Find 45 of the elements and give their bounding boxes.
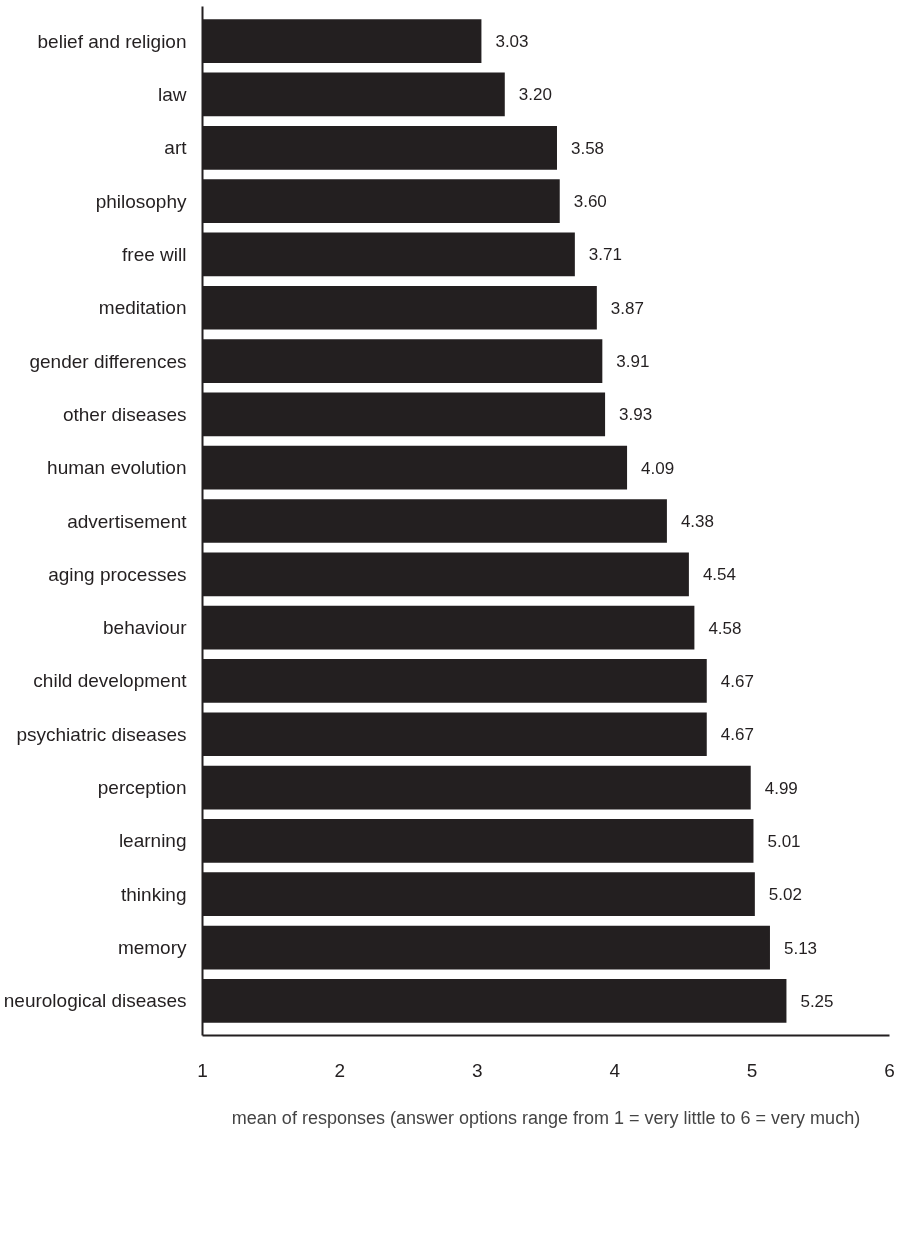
x-tick-label: 4 [609, 1059, 621, 1081]
y-tick-label: perception [97, 777, 187, 799]
y-tick-label: free will [122, 243, 187, 265]
data-label: 4.58 [708, 618, 742, 638]
data-label: 4.38 [680, 512, 715, 531]
y-tick-label: other diseases [62, 403, 187, 425]
data-label: 5.01 [767, 831, 801, 851]
y-tick-label: aging processes [48, 563, 187, 585]
y-tick-label: memory [117, 937, 187, 959]
data-label: 3.03 [495, 32, 529, 52]
x-tick-label: 2 [334, 1059, 346, 1081]
y-tick-label: gender differences [29, 350, 187, 372]
data-label: 3.20 [518, 85, 552, 105]
data-label: 4.09 [641, 458, 675, 478]
x-tick-label: 5 [746, 1059, 758, 1081]
data-label: 3.60 [573, 192, 607, 212]
y-tick-label: human evolution [47, 457, 187, 479]
data-label: 3.93 [619, 405, 653, 425]
y-tick-label: thinking [121, 883, 187, 905]
x-axis-title: mean of responses (answer options range from 1 = very little to 6 = very much) [231, 1107, 861, 1128]
y-tick-label: law [157, 83, 187, 105]
y-tick-label: belief and religion [37, 30, 187, 52]
y-tick-label: neurological diseases [3, 990, 187, 1012]
x-tick-label: 6 [884, 1059, 895, 1081]
y-tick-label: advertisement [67, 510, 188, 532]
y-tick-label: child development [33, 670, 188, 692]
data-label: 5.02 [768, 885, 802, 905]
y-tick-label: philosophy [95, 190, 187, 212]
y-tick-label: meditation [98, 297, 187, 319]
data-label: 4.99 [764, 778, 798, 798]
y-tick-label: art [164, 137, 188, 159]
data-label: 4.67 [720, 671, 754, 691]
data-label: 4.67 [720, 725, 754, 745]
data-label: 5.25 [800, 991, 834, 1011]
data-label: 3.71 [588, 245, 622, 265]
x-tick-label: 1 [197, 1059, 208, 1081]
data-label: 3.91 [616, 352, 650, 372]
data-label: 5.13 [783, 938, 818, 958]
y-tick-label: learning [118, 830, 187, 852]
data-label: 3.87 [610, 298, 644, 318]
y-tick-label: psychiatric diseases [16, 723, 187, 745]
x-tick-label: 3 [472, 1059, 483, 1081]
y-tick-label: behaviour [103, 617, 188, 639]
data-label: 3.58 [570, 138, 605, 158]
data-label: 4.54 [702, 565, 736, 585]
